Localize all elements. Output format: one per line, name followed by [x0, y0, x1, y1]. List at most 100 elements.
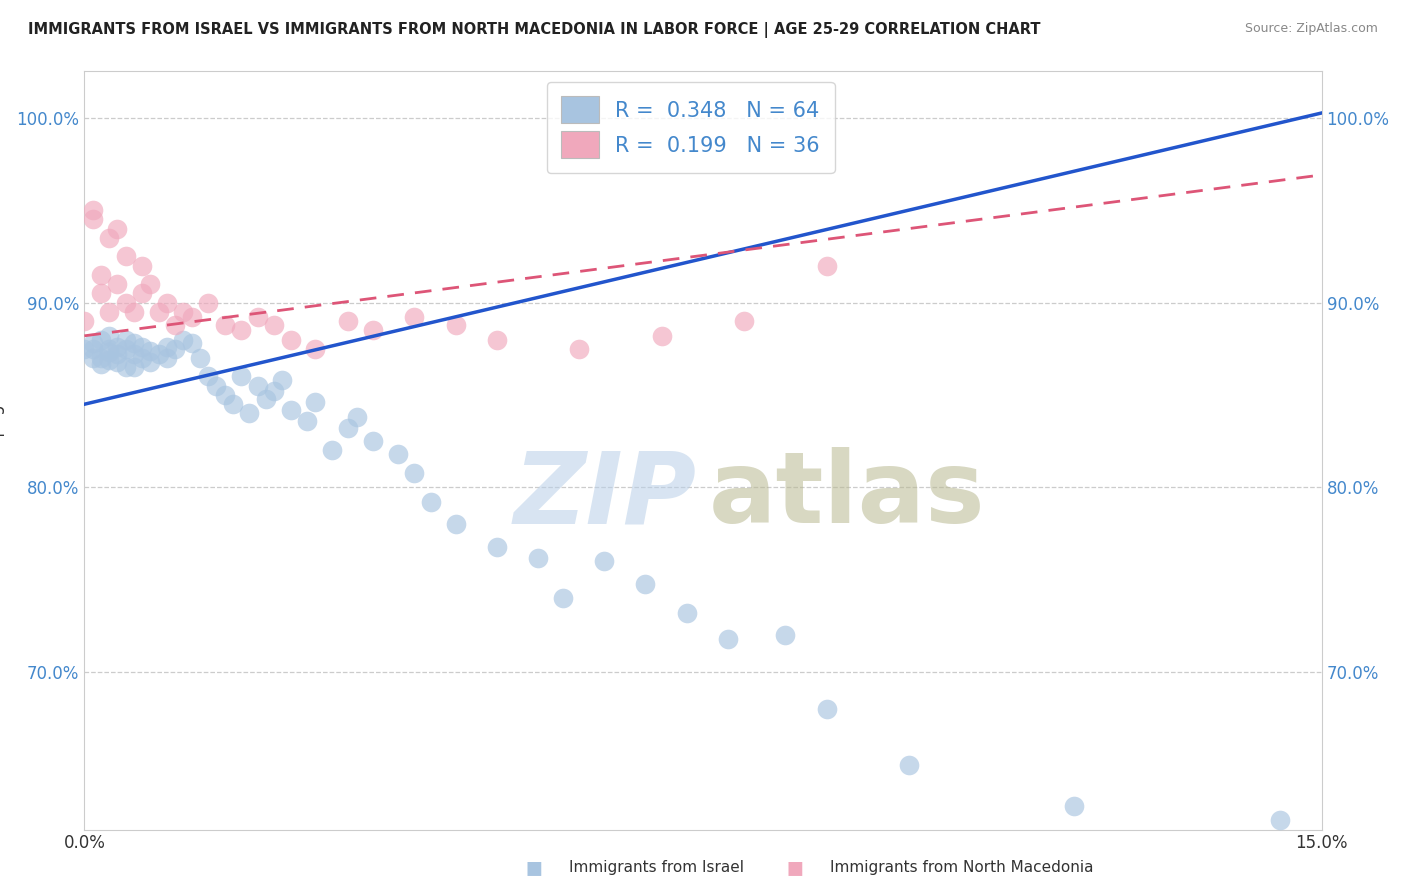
Point [114, 295, 136, 310]
Point [593, 554, 616, 568]
Point [337, 421, 360, 435]
Point [114, 360, 136, 375]
Point [346, 410, 368, 425]
Point [131, 340, 153, 354]
Point [651, 328, 673, 343]
Point [304, 395, 326, 409]
Point [280, 333, 302, 347]
Point [90, 268, 112, 282]
Point [551, 591, 574, 606]
Point [675, 606, 697, 620]
Point [444, 318, 467, 332]
Point [73, 314, 96, 328]
Point [717, 632, 740, 646]
Point [98, 305, 121, 319]
Point [419, 495, 441, 509]
Point [214, 318, 236, 332]
Point [172, 305, 194, 319]
Point [180, 310, 202, 325]
Point [263, 384, 285, 399]
Point [180, 336, 202, 351]
Point [105, 277, 128, 291]
Point [98, 352, 121, 367]
Point [98, 345, 121, 359]
Point [105, 340, 128, 354]
Text: Immigrants from North Macedonia: Immigrants from North Macedonia [830, 860, 1092, 874]
Point [131, 259, 153, 273]
Point [98, 342, 121, 356]
Point [568, 342, 591, 356]
Point [337, 314, 360, 328]
Point [295, 414, 318, 428]
Point [172, 333, 194, 347]
Legend: R =  0.348   N = 64, R =  0.199   N = 36: R = 0.348 N = 64, R = 0.199 N = 36 [547, 82, 835, 173]
Point [361, 434, 384, 449]
Point [404, 310, 426, 325]
Text: atlas: atlas [709, 448, 986, 544]
Point [815, 702, 838, 716]
Point [775, 628, 797, 642]
Point [485, 333, 508, 347]
Point [156, 295, 179, 310]
Point [444, 517, 467, 532]
Point [90, 286, 112, 301]
Text: Immigrants from Israel: Immigrants from Israel [569, 860, 744, 874]
Point [1270, 814, 1292, 828]
Point [90, 333, 112, 347]
Point [122, 305, 145, 319]
Point [197, 369, 219, 384]
Point [114, 333, 136, 347]
Point [131, 351, 153, 365]
Point [634, 576, 657, 591]
Point [304, 342, 326, 356]
Point [156, 340, 179, 354]
Point [139, 354, 162, 368]
Point [114, 342, 136, 356]
Point [280, 402, 302, 417]
Point [90, 351, 112, 365]
Text: ZIP: ZIP [513, 448, 697, 544]
Point [404, 466, 426, 480]
Point [222, 397, 245, 411]
Point [271, 373, 294, 387]
Point [139, 343, 162, 358]
Point [898, 757, 921, 772]
Point [229, 369, 252, 384]
Point [122, 360, 145, 375]
Point [148, 347, 170, 361]
Point [246, 310, 269, 325]
Point [82, 212, 104, 227]
Point [815, 259, 838, 273]
Point [82, 342, 104, 356]
Y-axis label: In Labor Force | Age 25-29: In Labor Force | Age 25-29 [0, 341, 6, 560]
Point [165, 318, 187, 332]
Point [122, 336, 145, 351]
Point [229, 323, 252, 337]
Point [485, 540, 508, 554]
Point [321, 443, 343, 458]
Text: ▪: ▪ [785, 853, 804, 881]
Point [105, 347, 128, 361]
Point [156, 351, 179, 365]
Point [197, 295, 219, 310]
Point [205, 378, 228, 392]
Point [361, 323, 384, 337]
Point [82, 351, 104, 365]
Point [148, 305, 170, 319]
Point [82, 202, 104, 217]
Point [73, 342, 96, 356]
Point [82, 336, 104, 351]
Point [238, 407, 260, 421]
Point [254, 392, 277, 406]
Text: Source: ZipAtlas.com: Source: ZipAtlas.com [1244, 22, 1378, 36]
Point [114, 249, 136, 263]
Point [139, 277, 162, 291]
Point [188, 351, 211, 365]
Point [131, 286, 153, 301]
Point [387, 447, 409, 461]
Point [105, 221, 128, 235]
Point [98, 328, 121, 343]
Text: ▪: ▪ [524, 853, 544, 881]
Point [122, 347, 145, 361]
Point [214, 388, 236, 402]
